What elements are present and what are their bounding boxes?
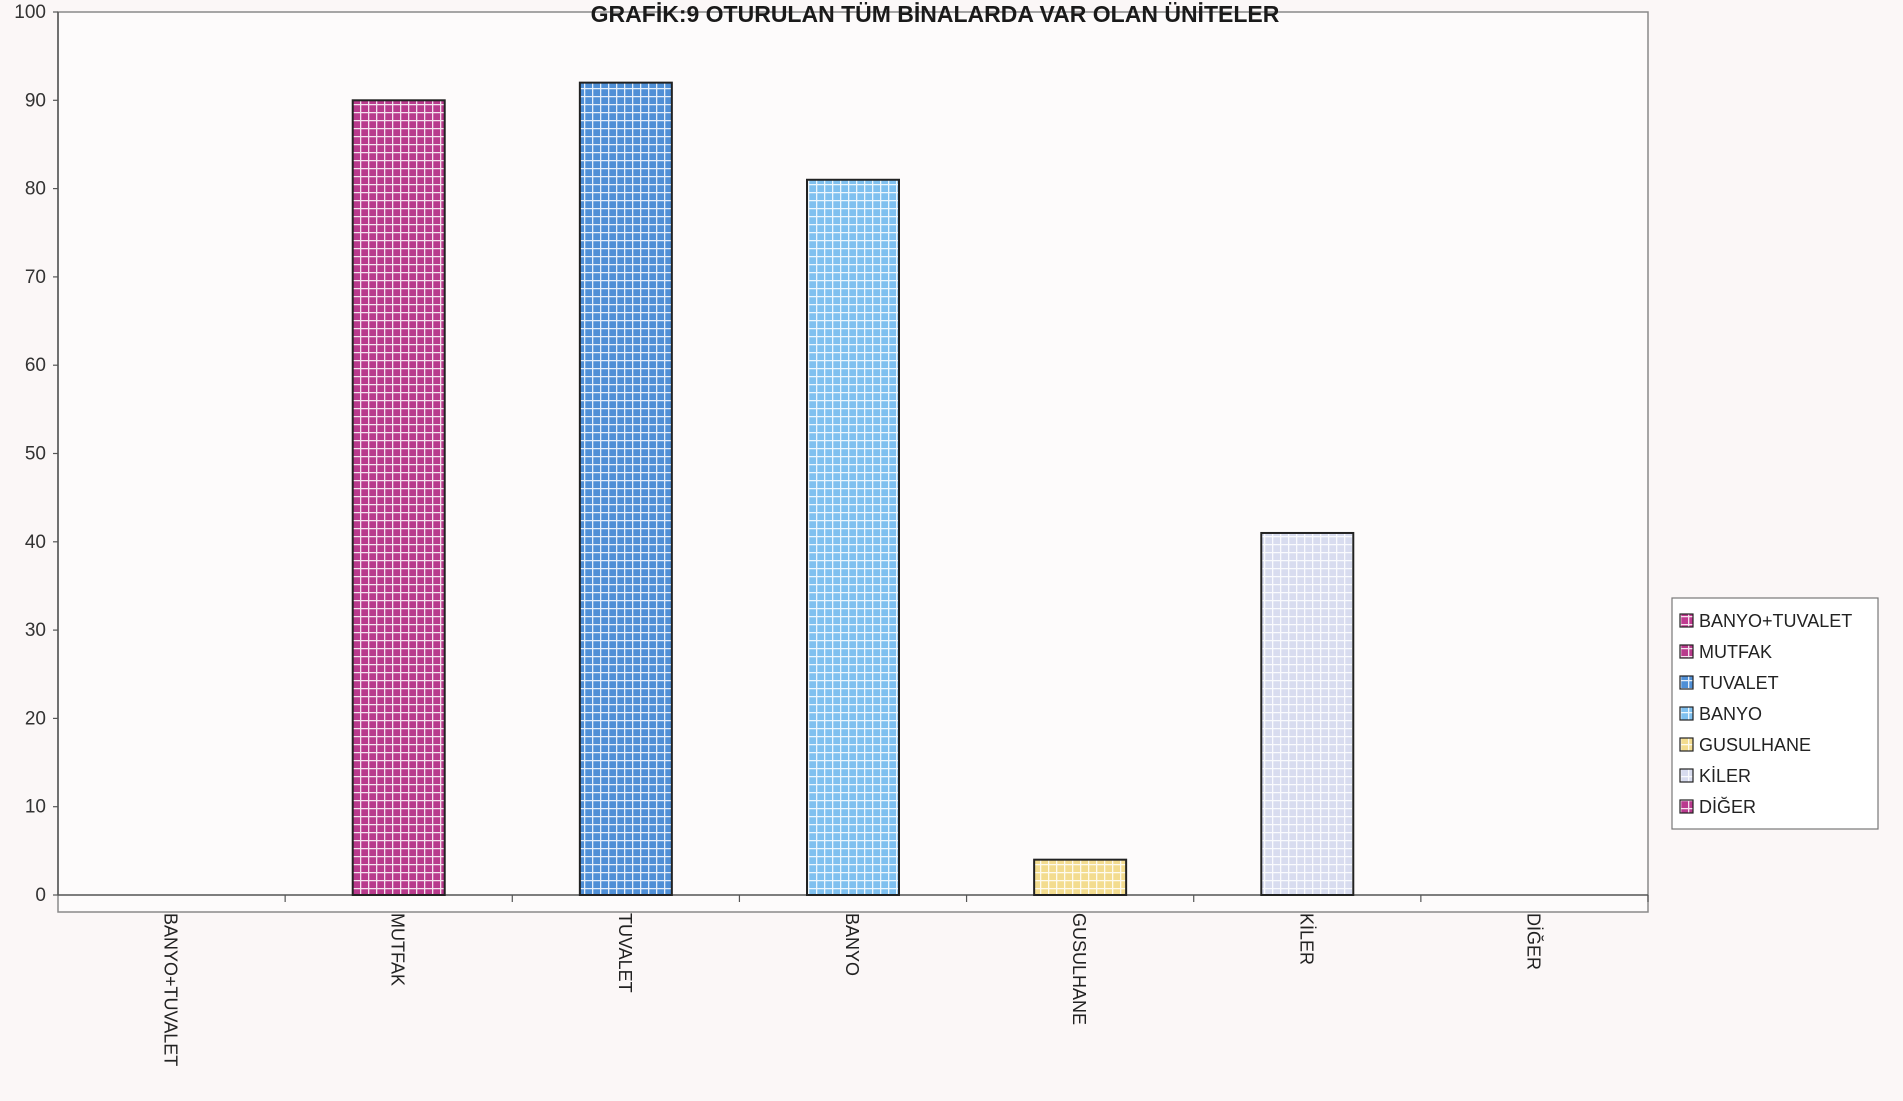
x-tick-label: BANYO+TUVALET: [161, 913, 181, 1066]
y-tick-label: 10: [25, 797, 46, 818]
x-tick-label: DİĞER: [1523, 913, 1544, 970]
legend-box: [1671, 597, 1879, 830]
x-axis: BANYO+TUVALET MUTFAK TUVALET BANYO GUSULHANE…: [58, 894, 1649, 1066]
legend-label: KİLER: [1699, 766, 1751, 786]
y-tick-label: 30: [25, 620, 46, 641]
x-tick-label: TUVALET: [615, 913, 635, 993]
bar-mutfak: [351, 99, 446, 897]
y-tick-label: 100: [14, 2, 46, 23]
y-tick-label: 40: [25, 532, 46, 553]
y-tick-label: 90: [25, 90, 46, 111]
legend-swatch: [1679, 706, 1694, 721]
legend-swatch: [1679, 737, 1694, 752]
bar-banyo: [806, 178, 900, 896]
legend-swatch: [1679, 675, 1694, 690]
bars: [351, 81, 1355, 897]
chart-title: GRAFİK:9 OTURULAN TÜM BİNALARDA VAR OLAN…: [591, 1, 1280, 27]
y-tick-label: 80: [25, 179, 46, 200]
bar-gusulhane: [1033, 858, 1128, 896]
legend-swatch: [1679, 613, 1694, 628]
y-axis: 0 10 20 30 40 50 60 70 80 90 100: [14, 2, 59, 906]
legend-label: BANYO+TUVALET: [1699, 611, 1852, 631]
x-tick-label: BANYO: [842, 913, 862, 976]
y-tick-label: 50: [25, 444, 46, 465]
y-tick-label: 60: [25, 355, 46, 376]
bar-tuvalet: [578, 81, 673, 896]
legend-label: GUSULHANE: [1699, 735, 1811, 755]
legend-label: MUTFAK: [1699, 642, 1772, 662]
legend-swatch: [1679, 799, 1694, 814]
legend-swatch: [1679, 644, 1694, 659]
x-tick-label: KİLER: [1296, 913, 1316, 965]
y-tick-label: 0: [35, 885, 46, 906]
y-tick-label: 70: [25, 267, 46, 288]
legend: BANYO+TUVALET MUTFAK TUVALET BANYO GUSULHANE…: [1671, 597, 1879, 830]
y-tick-label: 20: [25, 708, 46, 729]
legend-label: TUVALET: [1699, 673, 1779, 693]
legend-label: DİĞER: [1699, 796, 1756, 817]
legend-swatch: [1679, 768, 1694, 783]
bar-ki-ler: [1260, 531, 1355, 896]
x-tick-label: MUTFAK: [388, 913, 408, 986]
legend-label: BANYO: [1699, 704, 1762, 724]
x-tick-label: GUSULHANE: [1069, 913, 1089, 1025]
